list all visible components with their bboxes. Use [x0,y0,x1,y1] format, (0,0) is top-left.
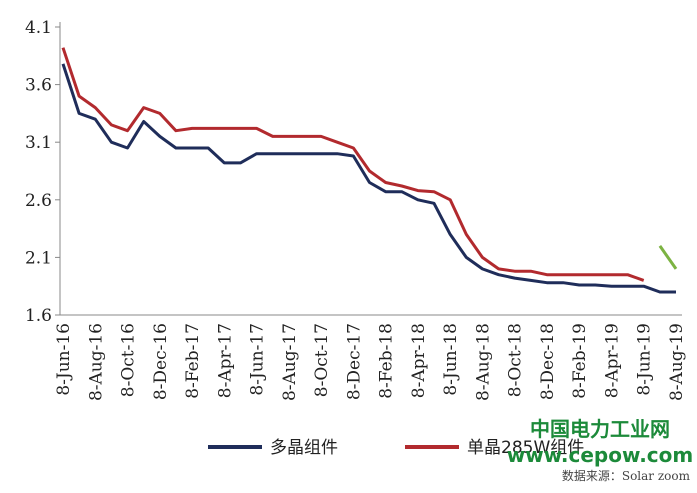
x-tick-label: 8-Jun-17 [248,323,268,396]
y-tick-label: 2.6 [25,191,52,211]
series-line [61,63,676,294]
x-tick-label: 8-Dec-16 [151,323,171,400]
y-tick-label: 2.1 [25,248,52,268]
x-tick-label: 8-Aug-17 [280,323,300,401]
x-tick-label: 8-Aug-18 [473,323,493,401]
legend-label: 单晶285W组件 [467,438,584,458]
y-tick-label: 4.1 [25,18,52,38]
x-tick-label: 8-Aug-16 [86,323,106,401]
x-tick-label: 8-Oct-16 [119,323,139,397]
x-tick-label: 8-Feb-19 [570,323,590,399]
y-tick-label: 3.6 [25,76,52,96]
series-line [61,47,645,282]
x-tick-label: 8-Oct-17 [312,323,332,397]
y-tick-label: 3.1 [25,133,52,153]
x-tick-label: 8-Apr-17 [215,323,235,398]
x-tick-label: 8-Aug-19 [667,323,687,401]
x-tick-label: 8-Dec-18 [538,323,558,400]
x-tick-label: 8-Apr-19 [602,323,622,398]
y-tick-label: 1.6 [25,306,52,326]
x-tick-label: 8-Apr-18 [409,323,429,398]
x-tick-label: 8-Dec-17 [344,323,364,400]
watermark: 中国电力工业网 [530,417,670,441]
watermark-url: www.cepow.com [507,443,693,467]
series-line [658,245,678,270]
x-tick-label: 8-Jun-16 [54,323,74,396]
source: 数据来源：Solar zoom [562,468,691,483]
x-tick-label: 8-Jun-19 [635,323,655,396]
x-tick-label: 8-Feb-18 [377,323,397,399]
x-tick-label: 8-Oct-18 [506,323,526,397]
x-tick-label: 8-Feb-17 [183,323,203,399]
x-tick-label: 8-Jun-18 [441,323,461,396]
legend-label: 多晶组件 [270,438,338,458]
